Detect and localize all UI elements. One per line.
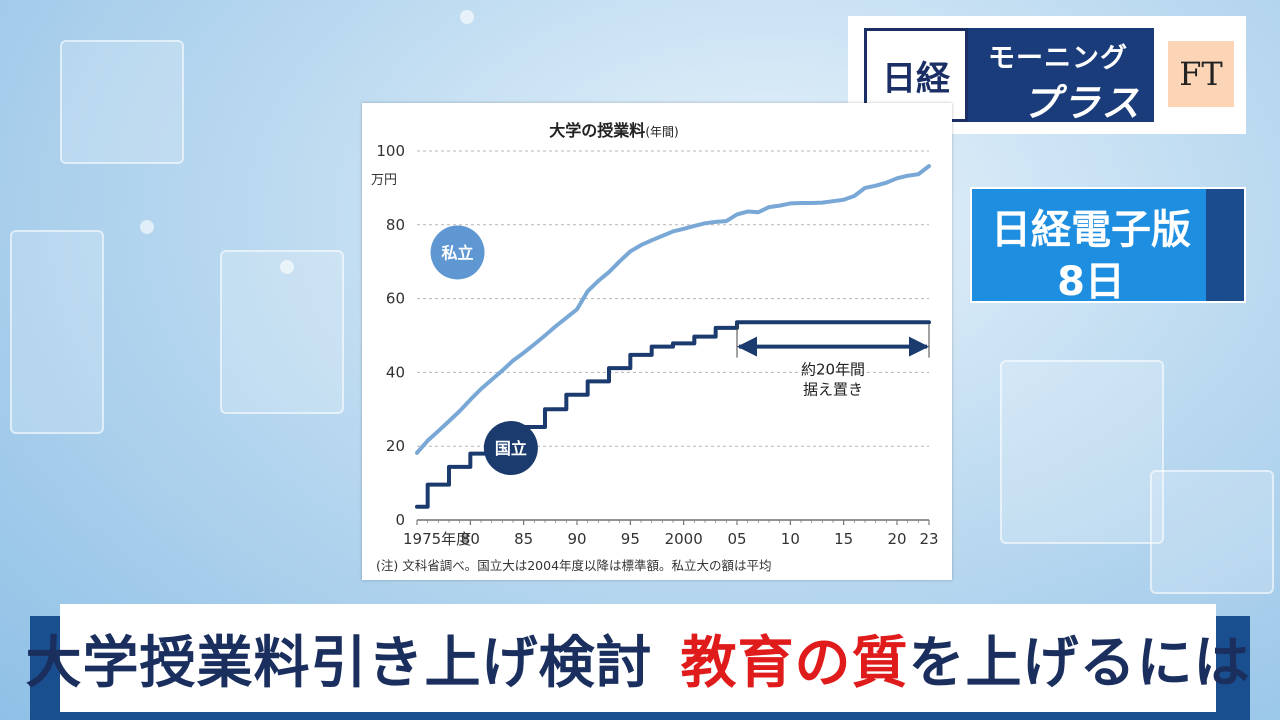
headline-main: 大学授業料引き上げ検討 — [25, 630, 653, 696]
y-tick-label: 60 — [386, 290, 405, 308]
chart-panel: 私立国立 約20年間据え置き 大学の授業料(年間) 万円 (注) 文科省調べ。国… — [362, 103, 952, 580]
background-cube — [1150, 470, 1274, 594]
x-tick-label: 1975年度 — [403, 530, 471, 548]
annotation-text-line2: 据え置き — [803, 381, 863, 399]
series-label-national-badge — [483, 421, 538, 476]
x-tick-label: 85 — [514, 530, 533, 548]
x-tick-label: 10 — [781, 530, 800, 548]
background-cube — [60, 40, 184, 164]
background-cube — [220, 250, 344, 414]
chart-title: 大学の授業料(年間) — [549, 121, 678, 140]
source-name: 日経電子版 — [991, 207, 1191, 253]
headline: 大学授業料引き上げ検討 教育の質 を上げるには — [26, 604, 1250, 712]
background-cube — [1000, 360, 1164, 544]
annotation-text-line1: 約20年間 — [801, 361, 865, 379]
background-sparkle — [460, 10, 474, 24]
logo-morning-line2: プラス — [1022, 81, 1142, 125]
series-line-national — [415, 320, 931, 509]
background-sparkle — [140, 220, 154, 234]
x-tick-label: 95 — [621, 530, 640, 548]
source-box-stripe — [1206, 189, 1244, 301]
logo-ft: FT — [1168, 41, 1234, 107]
logo-morning-plus: モーニング プラス — [968, 28, 1154, 125]
chart-title-main: 大学の授業料 — [549, 121, 645, 140]
chart-note: (注) 文科省調べ。国立大は2004年度以降は標準額。私立大の額は平均 — [376, 558, 772, 573]
series-label-national: 国立 — [495, 439, 527, 458]
y-tick-label: 40 — [386, 363, 405, 381]
background-cube — [10, 230, 104, 434]
y-tick-label: 0 — [395, 511, 405, 529]
chart-title-suffix: (年間) — [645, 125, 678, 139]
y-tick-label: 80 — [386, 216, 405, 234]
y-axis-unit: 万円 — [371, 173, 397, 188]
y-tick-label: 20 — [386, 437, 405, 455]
x-tick-label: 90 — [567, 530, 586, 548]
series-label-private: 私立 — [442, 243, 474, 262]
x-tick-label: 80 — [461, 530, 480, 548]
x-tick-label: 05 — [727, 530, 746, 548]
x-tick-label: 15 — [834, 530, 853, 548]
series-line-private — [415, 164, 931, 455]
background-sparkle — [280, 260, 294, 274]
headline-accent: 教育の質 — [680, 630, 909, 696]
series-label-private-badge — [430, 225, 485, 280]
source-box: 日経電子版 8日 — [970, 187, 1246, 305]
x-tick-label: 2000 — [665, 530, 703, 548]
y-tick-label: 100 — [376, 142, 405, 160]
x-tick-label: 20 — [887, 530, 906, 548]
headline-rest: を上げるには — [908, 630, 1251, 696]
source-date: 8日 — [1057, 259, 1125, 305]
logo-morning-line1: モーニング — [988, 43, 1128, 74]
x-tick-label: 23 — [919, 530, 938, 548]
